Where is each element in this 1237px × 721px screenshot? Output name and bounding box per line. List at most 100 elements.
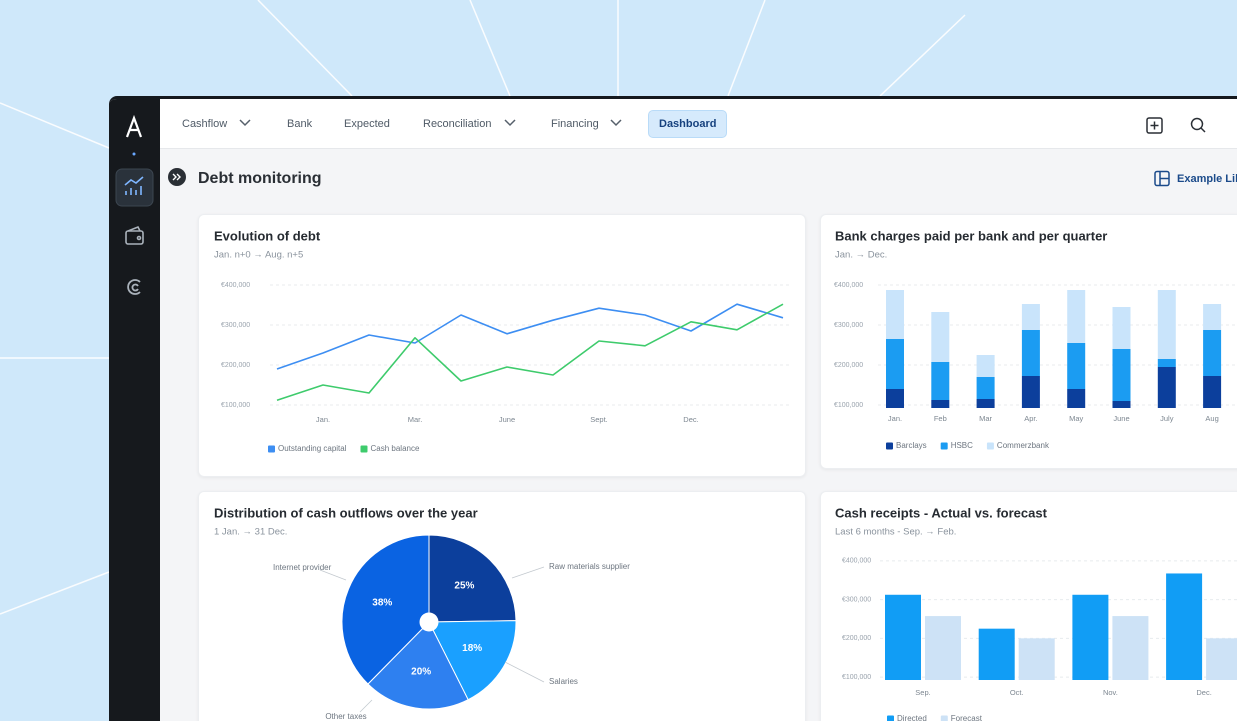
bar — [1206, 638, 1237, 680]
bar-segment — [976, 399, 995, 408]
leader-line — [511, 566, 545, 579]
nav-icons — [239, 117, 1206, 134]
y-tick-label: €300,000 — [221, 322, 250, 329]
slice-value-label: 25% — [454, 581, 474, 592]
expand-button[interactable] — [167, 167, 187, 187]
nav-item[interactable]: Cashflow — [182, 118, 228, 130]
x-tick-label: Apr. — [1024, 414, 1037, 423]
leader-line — [359, 699, 373, 713]
nav-item[interactable]: Reconciliation — [423, 118, 492, 130]
chart-subtitle: Jan. → Dec. — [835, 250, 887, 261]
bar-segment — [1157, 290, 1176, 359]
x-tick-label: Feb — [934, 414, 947, 423]
chart-subtitle: Jan. n+0 → Aug. n+5 — [214, 250, 303, 261]
app-window: Cashflow Bank Expected Reconciliation Fi… — [109, 96, 1237, 721]
chart-title: Distribution of cash outflows over the y… — [214, 505, 478, 520]
nav-item[interactable]: Expected — [344, 118, 390, 130]
library-icon[interactable] — [1153, 170, 1171, 188]
pie-slice — [428, 620, 517, 701]
y-tick-label: €400,000 — [842, 558, 871, 565]
y-tick-label: €300,000 — [842, 596, 871, 603]
bar-segment — [1112, 349, 1131, 401]
chevron[interactable] — [239, 119, 251, 127]
slice-category-label: Raw materials supplier — [549, 562, 630, 571]
legend-label: Barclays — [896, 441, 927, 450]
nav-item-active[interactable]: Dashboard — [648, 110, 728, 138]
leader-line — [504, 661, 545, 683]
pie-hole — [419, 612, 439, 632]
slice-value-label: 20% — [411, 666, 431, 677]
x-tick-label: Jan. — [316, 415, 330, 424]
line-series — [276, 303, 784, 401]
legend-label: Commerzbank — [997, 441, 1050, 450]
bar-segment — [1157, 367, 1176, 408]
bar-segment — [1203, 304, 1222, 330]
legend-swatch — [360, 445, 368, 453]
x-tick-label: July — [1160, 414, 1174, 423]
legend-swatch — [986, 442, 994, 450]
bar-segment — [1112, 307, 1131, 349]
nav-item[interactable]: Financing — [551, 118, 599, 130]
pie-slice — [428, 534, 517, 623]
chevron[interactable] — [610, 119, 622, 127]
bar-segment — [1021, 330, 1040, 376]
search-button[interactable] — [1190, 117, 1206, 133]
bar — [978, 628, 1015, 680]
card — [198, 214, 806, 477]
bar-segment — [1203, 376, 1222, 408]
bar-segment — [1157, 359, 1176, 367]
nav-item[interactable]: Bank — [287, 118, 313, 130]
bar-segment — [1067, 389, 1086, 408]
bar-segment — [931, 400, 950, 408]
x-tick-label: Dec. — [1196, 688, 1211, 697]
legend-swatch — [940, 442, 948, 450]
y-tick-label: €400,000 — [221, 282, 250, 289]
bar-segment — [1021, 376, 1040, 408]
bar-segment — [1112, 401, 1131, 408]
legend-label: Directed — [897, 714, 927, 721]
x-tick-label: Jan. — [888, 414, 902, 423]
chevron[interactable] — [504, 119, 516, 127]
y-tick-label: €200,000 — [842, 635, 871, 642]
legend-swatch — [268, 445, 275, 453]
nav-icon-dashboard[interactable] — [115, 168, 154, 207]
page-title: Debt monitoring — [198, 170, 322, 187]
logo — [125, 114, 143, 138]
example-library-link[interactable]: Example Lib — [1177, 173, 1237, 185]
chart-title: Evolution of debt — [214, 228, 321, 243]
chart-subtitle: Last 6 months - Sep. → Feb. — [835, 527, 956, 538]
bar-segment — [931, 362, 950, 400]
bar-segment — [976, 355, 995, 377]
line-series — [276, 303, 784, 370]
add-button[interactable] — [1146, 117, 1163, 134]
bar-segment — [886, 389, 904, 408]
x-tick-label: Oct. — [1010, 688, 1024, 697]
bar-segment — [1067, 343, 1086, 389]
x-tick-label: Nov. — [1103, 688, 1118, 697]
bar-segment — [1067, 290, 1086, 343]
chart-title: Bank charges paid per bank and per quart… — [835, 228, 1107, 243]
bar-segment — [1021, 304, 1040, 330]
sidebar-icons — [115, 114, 154, 295]
legend-label: Forecast — [951, 714, 983, 721]
legend-swatch — [940, 715, 948, 721]
y-tick-label: €400,000 — [834, 282, 863, 289]
x-tick-label: Aug — [1205, 414, 1218, 423]
x-tick-label: Mar. — [408, 415, 423, 424]
sidebar — [109, 99, 160, 721]
bar — [1018, 638, 1055, 680]
pie-slice — [341, 534, 430, 685]
slice-category-label: Other taxes — [325, 712, 366, 721]
nav-icon-link[interactable] — [127, 279, 141, 295]
bar-segment — [1203, 330, 1222, 376]
chart-subtitle: 1 Jan. → 31 Dec. — [214, 527, 287, 538]
leader-line — [319, 569, 347, 581]
slice-value-label: 38% — [372, 598, 392, 609]
y-tick-label: €200,000 — [834, 362, 863, 369]
nav-icon-wallet[interactable] — [125, 225, 144, 245]
legend-label: HSBC — [951, 441, 973, 450]
legend-label: Outstanding capital — [278, 444, 347, 453]
legend-label: Cash balance — [371, 444, 420, 453]
